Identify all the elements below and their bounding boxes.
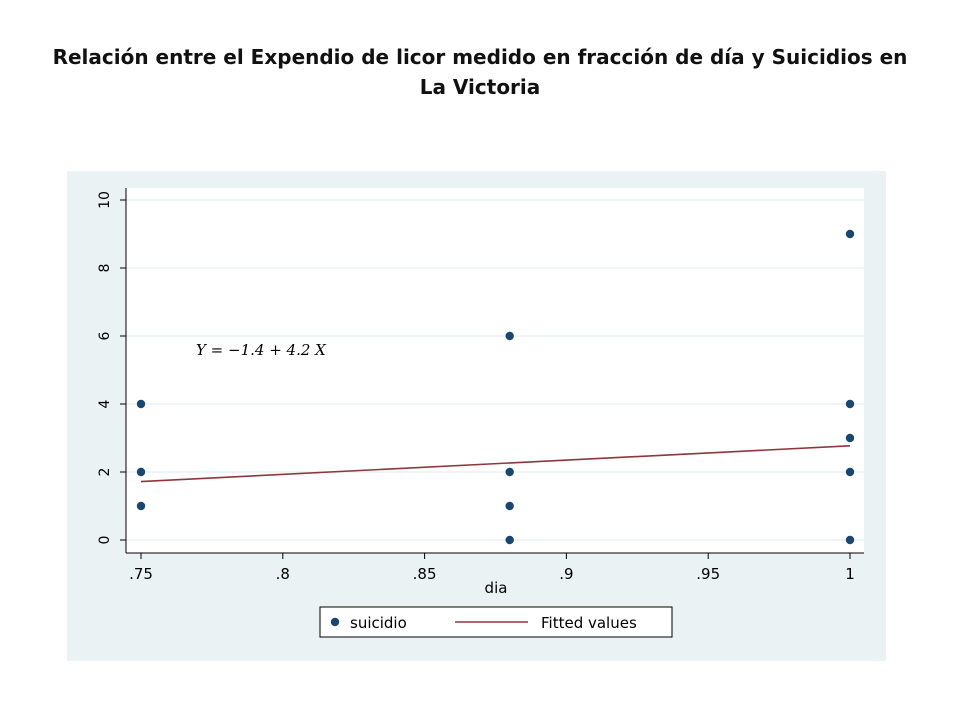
y-tick-label: 6 [97,331,113,340]
data-point [845,229,855,239]
x-axis-label: dia [485,579,508,597]
data-point [505,467,514,477]
slide-title: Relación entre el Expendio de licor medi… [52,45,908,99]
plot-area [126,188,864,553]
x-tick-label: .9 [559,565,573,583]
y-tick-label: 10 [97,191,113,209]
data-point [845,467,855,477]
legend-marker-suicidio [330,617,340,627]
x-tick-label: .85 [413,565,437,583]
data-point [505,535,514,545]
y-tick-label: 8 [97,264,113,273]
axes: 0 2 4 6 8 10 .75 .8 .85 .9 .95 1 [97,188,864,583]
data-point [136,467,146,477]
data-point [505,501,514,511]
data-point [845,535,855,545]
x-tick-label: .8 [276,565,290,583]
y-tick-label: 0 [97,536,113,545]
x-tick-label: .75 [129,565,153,583]
legend-label-suicidio: suicidio [350,614,407,632]
y-tick-label: 4 [97,399,113,408]
data-point [845,433,855,443]
data-point [136,501,146,511]
regression-equation: Y = −1.4 + 4.2 X [196,341,327,359]
data-point [505,331,514,341]
data-point [845,399,855,409]
grid-lines [126,199,864,541]
scatter-points [136,229,855,545]
legend-label-fitted: Fitted values [541,614,637,632]
data-point [136,399,146,409]
fitted-line-group [140,445,851,483]
x-tick-label: 1 [845,565,855,583]
legend: suicidio Fitted values [319,606,673,638]
x-tick-label: .95 [696,565,720,583]
y-tick-label: 2 [97,468,113,477]
fitted-values-line [140,445,851,483]
